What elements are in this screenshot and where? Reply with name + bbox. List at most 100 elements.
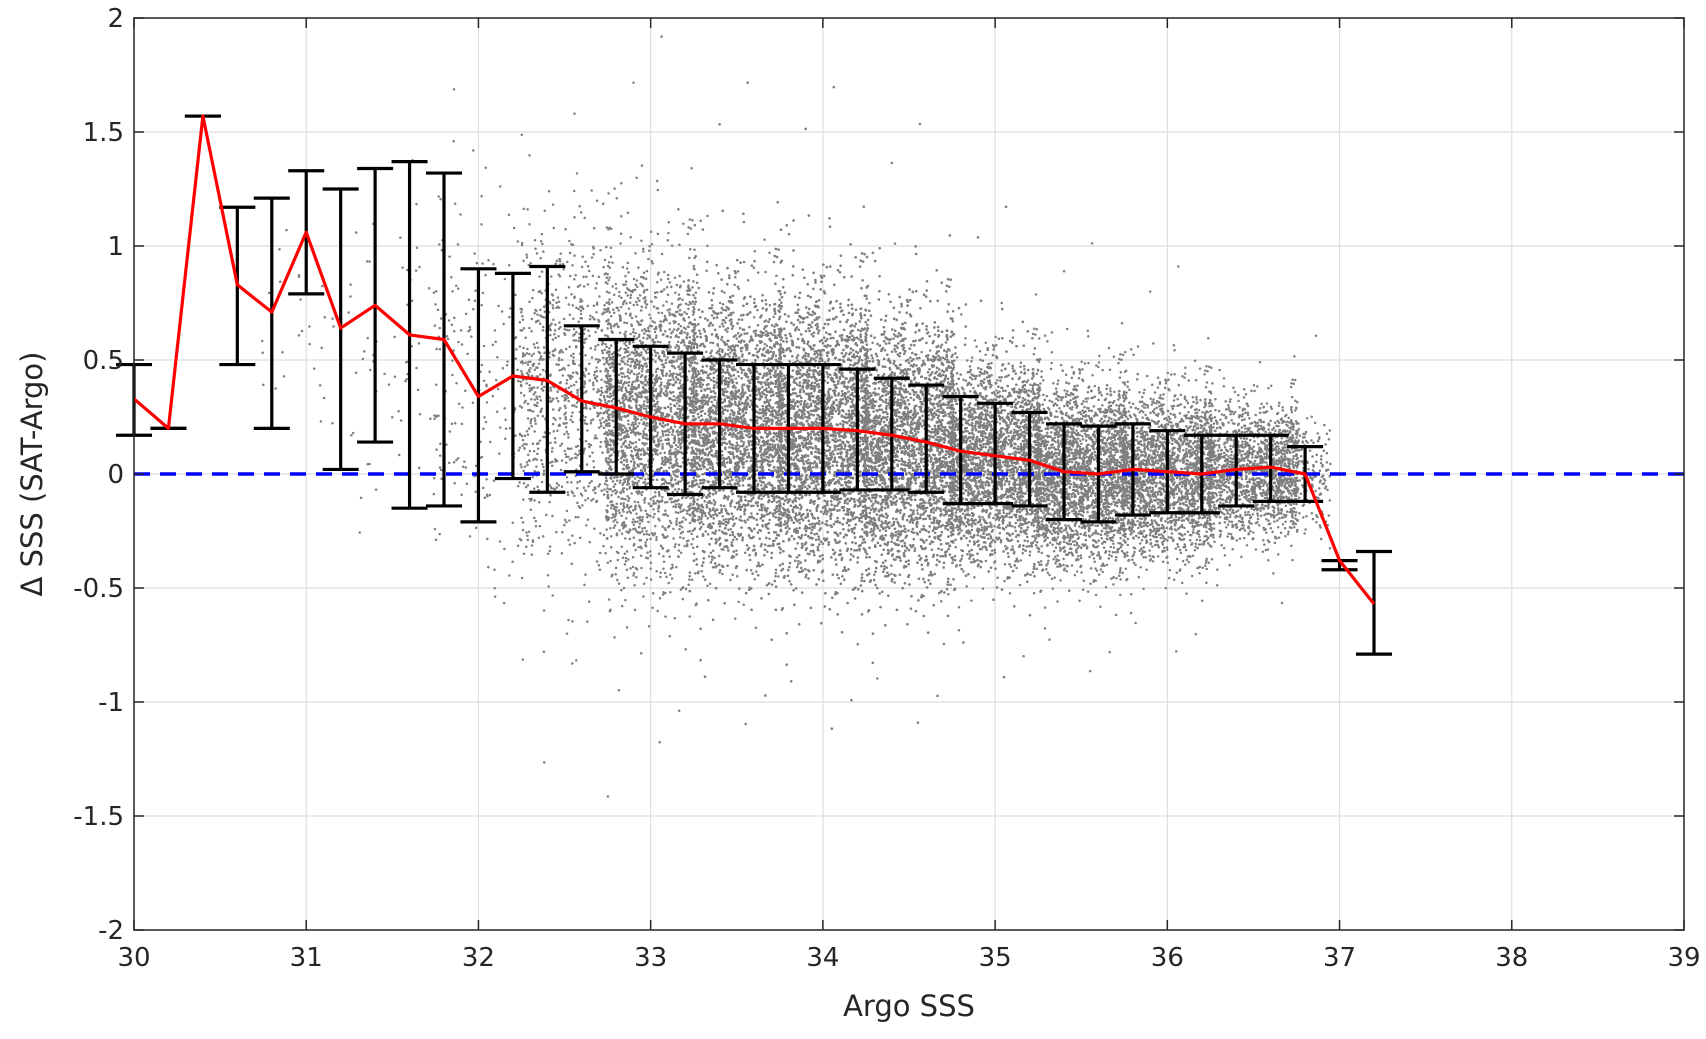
scatter-point xyxy=(635,406,638,409)
scatter-point xyxy=(508,213,511,216)
scatter-point xyxy=(657,368,660,371)
scatter-point xyxy=(461,423,464,426)
scatter-point xyxy=(508,316,511,319)
scatter-point xyxy=(476,262,479,265)
scatter-point xyxy=(521,315,524,318)
scatter-point xyxy=(677,336,680,339)
scatter-point xyxy=(678,528,681,531)
scatter-point xyxy=(548,501,551,504)
scatter-point xyxy=(646,516,649,519)
scatter-point xyxy=(645,472,648,475)
scatter-point xyxy=(528,460,531,463)
scatter-point xyxy=(493,569,496,572)
scatter-point xyxy=(533,499,536,502)
scatter-point xyxy=(654,491,657,494)
scatter-point xyxy=(600,378,603,381)
scatter-point xyxy=(573,216,576,219)
scatter-point xyxy=(472,149,475,152)
scatter-point xyxy=(565,382,568,385)
scatter-point xyxy=(550,389,553,392)
scatter-point xyxy=(526,352,529,355)
scatter-point xyxy=(569,543,572,546)
scatter-point xyxy=(528,369,531,372)
scatter-point xyxy=(577,516,580,519)
scatter-point xyxy=(606,352,609,355)
scatter-point xyxy=(688,257,691,260)
scatter-point xyxy=(668,555,671,558)
scatter-point xyxy=(538,291,541,294)
scatter-point xyxy=(627,271,630,274)
scatter-point xyxy=(670,501,673,504)
scatter-point xyxy=(632,331,635,334)
scatter-point xyxy=(691,219,694,222)
scatter-point xyxy=(593,466,596,469)
scatter-point xyxy=(605,528,608,531)
scatter-point xyxy=(613,485,616,488)
scatter-point xyxy=(629,441,632,444)
scatter-point xyxy=(563,328,566,331)
scatter-point xyxy=(504,418,507,421)
scatter-point xyxy=(536,453,539,456)
scatter-point xyxy=(567,364,570,367)
scatter-point xyxy=(552,294,555,297)
scatter-point xyxy=(520,385,523,388)
scatter-point xyxy=(563,524,566,527)
scatter-point xyxy=(541,463,544,466)
scatter-point xyxy=(604,399,607,402)
scatter-point xyxy=(466,483,469,486)
scatter-point xyxy=(537,414,540,417)
scatter-point xyxy=(595,311,598,314)
scatter-point xyxy=(319,384,322,387)
scatter-point xyxy=(455,382,458,385)
scatter-point xyxy=(679,368,682,371)
scatter-point xyxy=(584,499,587,502)
scatter-point xyxy=(595,287,598,290)
scatter-point xyxy=(434,324,437,327)
scatter-point xyxy=(522,521,525,524)
scatter-point xyxy=(447,338,450,341)
scatter-point xyxy=(629,296,632,299)
scatter-point xyxy=(663,271,666,274)
scatter-point xyxy=(457,287,460,290)
scatter-point xyxy=(415,269,418,272)
scatter-point xyxy=(535,321,538,324)
scatter-point xyxy=(535,520,538,523)
scatter-point xyxy=(561,359,564,362)
scatter-point xyxy=(573,190,576,193)
scatter-point xyxy=(628,358,631,361)
scatter-point xyxy=(594,434,597,437)
scatter-point xyxy=(606,276,609,279)
scatter-point xyxy=(496,410,499,413)
scatter-point xyxy=(627,211,630,214)
scatter-point xyxy=(588,600,591,603)
scatter-point xyxy=(565,426,568,429)
scatter-point xyxy=(592,418,595,421)
scatter-point xyxy=(567,400,570,403)
scatter-point xyxy=(598,564,601,567)
scatter-point xyxy=(573,333,576,336)
scatter-point xyxy=(369,369,372,372)
scatter-point xyxy=(616,307,619,310)
scatter-point xyxy=(638,539,641,542)
scatter-point xyxy=(606,360,609,363)
scatter-point xyxy=(677,355,680,358)
scatter-point xyxy=(635,358,638,361)
scatter-point xyxy=(596,282,599,285)
scatter-point xyxy=(605,385,608,388)
scatter-point xyxy=(623,506,626,509)
scatter-point xyxy=(550,401,553,404)
scatter-point xyxy=(654,430,657,433)
scatter-point xyxy=(484,496,487,499)
scatter-point xyxy=(629,396,632,399)
scatter-point xyxy=(538,363,541,366)
scatter-point xyxy=(585,367,588,370)
scatter-point xyxy=(588,270,591,273)
scatter-point xyxy=(554,441,557,444)
scatter-point xyxy=(531,354,534,357)
scatter-point xyxy=(549,387,552,390)
scatter-point xyxy=(393,336,396,339)
scatter-point xyxy=(648,502,651,505)
scatter-point xyxy=(551,464,554,467)
scatter-point xyxy=(499,540,502,543)
scatter-point xyxy=(641,516,644,519)
